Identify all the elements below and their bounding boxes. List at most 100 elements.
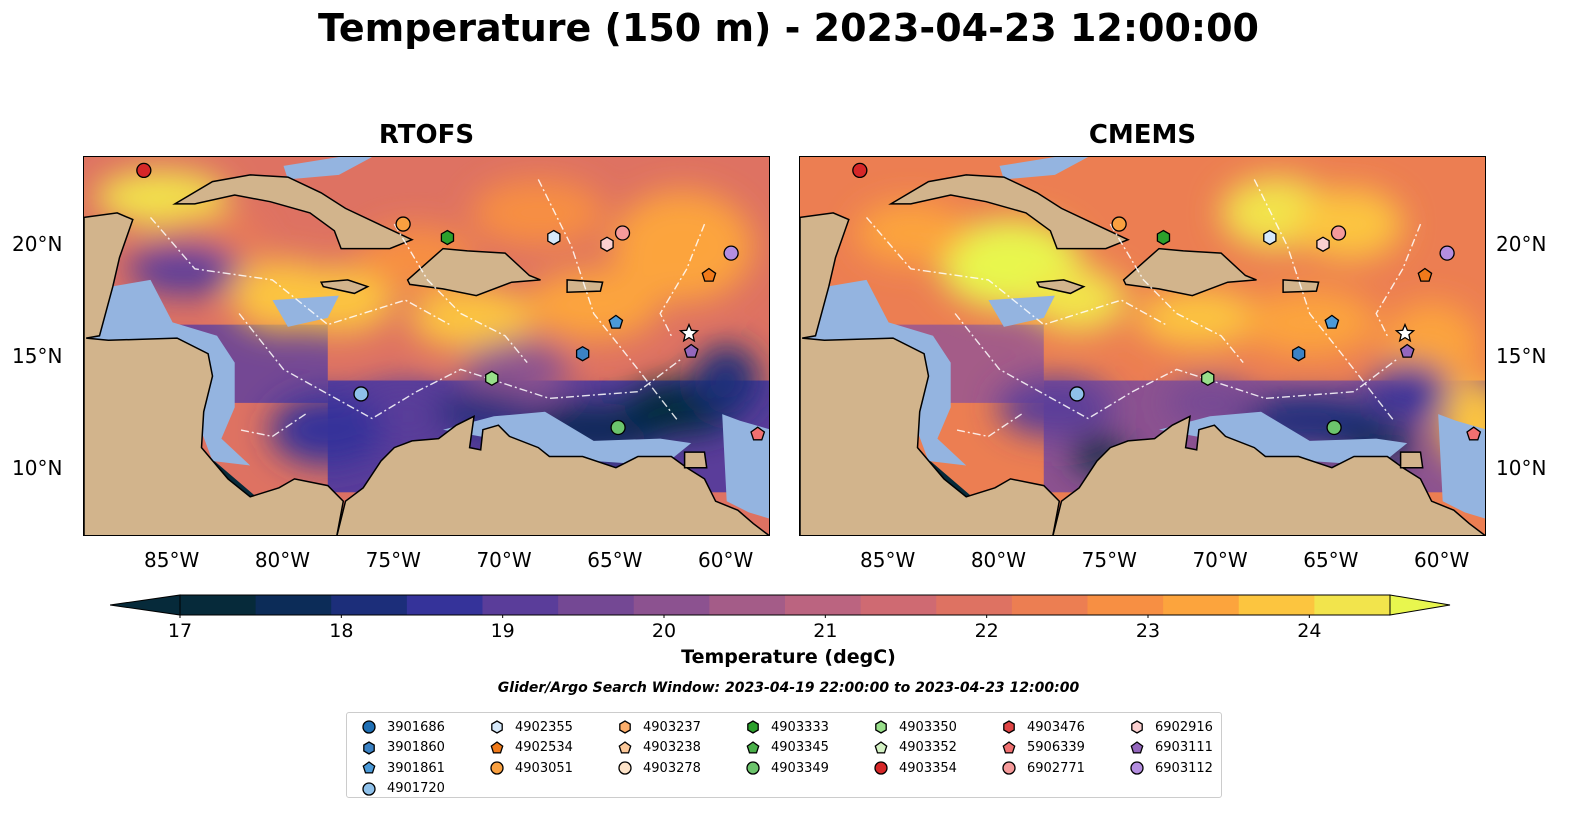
hexagon-marker-icon: [619, 720, 631, 735]
float-marker-4903349: [610, 419, 626, 436]
legend-label: 4903350: [899, 719, 957, 735]
colorbar-tick-label: 18: [329, 620, 354, 642]
eez-boundary: [537, 179, 679, 422]
pentagon-marker-icon: [874, 740, 888, 754]
landmass: [1052, 414, 1485, 535]
legend-entry-4903345: 4903345: [745, 738, 829, 759]
hexagon-marker-icon: [747, 720, 759, 735]
circle-marker-icon: [1130, 761, 1144, 775]
shallow-shelf: [988, 295, 1055, 327]
panel-title-rtofs: RTOFS: [378, 120, 475, 150]
colorbar-segment: [1238, 595, 1315, 615]
legend-entry-4902534: 4902534: [489, 738, 573, 759]
legend-entry-4903349: 4903349: [745, 758, 829, 779]
pentagon-marker-icon: [618, 740, 632, 754]
circle-marker-icon: [362, 720, 376, 734]
legend-label: 3901860: [387, 740, 445, 756]
legend-label: 4903333: [771, 719, 829, 735]
colorbar-segment: [1011, 595, 1089, 615]
legend-entry-6902916: 6902916: [1129, 717, 1213, 738]
legend-label: 6902916: [1155, 719, 1213, 735]
legend-label: 4903237: [643, 719, 701, 735]
pentagon-marker-icon: [1130, 740, 1144, 754]
colorbar-segment: [255, 595, 332, 615]
lat-tick-label: 20°N: [1496, 232, 1547, 257]
legend-label: 4903349: [771, 760, 829, 776]
hexagon-marker-icon: [1131, 720, 1143, 735]
pentagon-marker-icon: [618, 740, 632, 754]
float-marker-5906339: [750, 426, 766, 441]
colorbar-tick-label: 17: [167, 620, 193, 642]
legend-label: 4903278: [643, 760, 701, 776]
legend-entry-4903051: 4903051: [489, 758, 573, 779]
lon-tick-label: 80°W: [970, 548, 1027, 572]
lon-tick-label: 60°W: [698, 548, 754, 572]
hexagon-marker-icon: [363, 740, 375, 755]
float-marker-6902771: [614, 225, 631, 241]
shallow-shelf: [283, 157, 373, 180]
float-marker: [1394, 322, 1416, 343]
shallow-shelf: [1159, 411, 1408, 464]
pentagon-marker-icon: [1002, 740, 1016, 754]
circle-marker-icon: [490, 761, 504, 775]
legend-label: 4902534: [515, 740, 573, 756]
shallow-shelf: [443, 411, 692, 464]
eez-boundary: [149, 216, 451, 326]
hexagon-marker-icon: [875, 720, 887, 735]
lat-tick-label: 20°N: [12, 232, 63, 257]
lat-tick-label: 15°N: [1496, 344, 1547, 369]
hexagon-marker-icon: [747, 720, 759, 735]
float-marker-3901860: [1291, 345, 1306, 362]
float-marker-6902916: [600, 236, 614, 252]
legend-label: 3901861: [387, 760, 445, 776]
legend-entry-4903237: 4903237: [617, 717, 701, 738]
circle-marker-icon: [1002, 761, 1016, 775]
pentagon-marker-icon: [746, 740, 760, 754]
circle-marker-icon: [874, 761, 888, 775]
colorbar-segment: [180, 595, 257, 615]
legend-label: 3901686: [387, 719, 445, 735]
pentagon-marker-icon: [362, 761, 376, 774]
legend-entry-4903333: 4903333: [745, 717, 829, 738]
shallow-shelf: [999, 157, 1089, 180]
legend-entry-6903111: 6903111: [1129, 738, 1213, 759]
colorbar-segment: [709, 595, 786, 615]
circle-marker-icon: [746, 761, 760, 775]
legend-entry-4902355: 4902355: [489, 717, 573, 738]
hexagon-marker-icon: [1131, 720, 1143, 735]
circle-marker-icon: [1130, 761, 1144, 775]
landmass: [683, 451, 708, 469]
legend-entry-4901720: 4901720: [361, 779, 445, 800]
landmass: [800, 212, 1061, 535]
eez-boundary: [1375, 223, 1422, 337]
colorbar-segment: [633, 595, 710, 615]
colorbar-label: Temperature (degC): [681, 646, 896, 668]
float-marker-4903333: [440, 229, 455, 246]
shallow-shelf: [272, 295, 339, 327]
float-marker-4901720: [1069, 386, 1085, 402]
float-marker-5906339: [1466, 426, 1482, 441]
legend-entry-4903278: 4903278: [617, 758, 701, 779]
landmass: [84, 212, 345, 535]
lon-tick-label: 70°W: [476, 548, 532, 572]
circle-marker-icon: [490, 761, 504, 775]
hexagon-marker-icon: [1003, 720, 1015, 735]
float-marker-4903350: [1201, 370, 1215, 387]
landmass: [1399, 451, 1424, 469]
hexagon-marker-icon: [1003, 720, 1015, 735]
legend-label: 6902771: [1027, 760, 1085, 776]
float-marker: [1417, 267, 1433, 282]
lat-tick-label: 10°N: [12, 455, 63, 480]
lon-tick-label: 65°W: [1303, 548, 1359, 572]
legend-entry-4903354: 4903354: [873, 758, 957, 779]
pentagon-marker-icon: [490, 740, 504, 754]
lon-tick-label: 75°W: [1081, 548, 1137, 572]
float-marker-4903333: [1156, 229, 1171, 246]
legend-entry-4903476: 4903476: [1001, 717, 1085, 738]
colorbar-segment: [331, 595, 408, 615]
float-marker-4903051: [1111, 216, 1127, 232]
legend-label: 6903111: [1155, 740, 1213, 756]
legend-label: 4901720: [387, 781, 445, 797]
legend-entry-3901861: 3901861: [361, 758, 445, 779]
lon-tick-label: 85°W: [144, 548, 200, 572]
